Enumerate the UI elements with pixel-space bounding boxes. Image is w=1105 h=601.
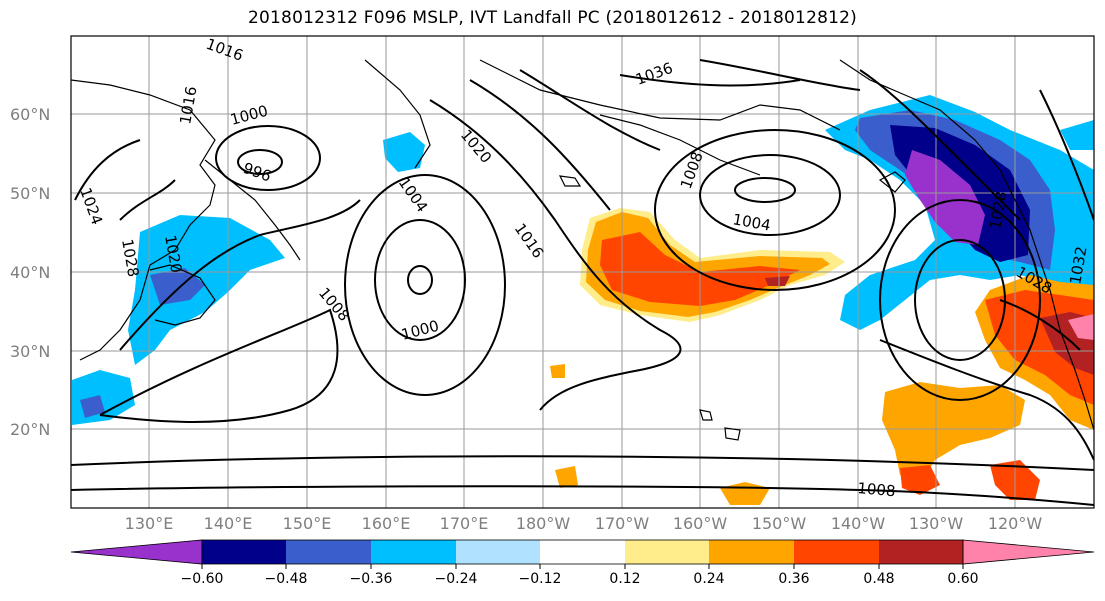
contour-label: 1016	[176, 85, 200, 126]
map-title: 2018012312 F096 MSLP, IVT Landfall PC (2…	[248, 8, 857, 28]
colorbar-cell	[625, 540, 709, 564]
lat-label: 50°N	[10, 184, 51, 203]
colorbar-cell	[540, 540, 625, 564]
colorbar-cell	[794, 540, 879, 564]
ivt-positive-region	[900, 465, 940, 495]
contour-label: 1008	[857, 479, 897, 500]
lon-label: 150°W	[751, 514, 807, 533]
contour-label: 1016	[511, 220, 548, 262]
ivt-positive-region	[555, 466, 578, 488]
ivt-positive-region	[550, 364, 565, 378]
colorbar-cell	[962, 539, 1095, 565]
colorbar-cell	[456, 540, 540, 564]
ivt-negative-region	[1060, 120, 1094, 150]
lon-label: 140°W	[830, 514, 886, 533]
graticule	[71, 36, 1094, 508]
ivt-negative-region	[72, 370, 135, 425]
colorbar-cell	[286, 540, 371, 564]
contour-label: 1000	[228, 102, 270, 129]
contour-label: 1016	[204, 35, 246, 65]
lon-label: 120°W	[987, 514, 1043, 533]
colorbar-tick-label: 0.48	[863, 571, 895, 587]
lat-label: 40°N	[10, 263, 51, 282]
contour-label: 1008	[315, 284, 353, 325]
colorbar-tick-label: −0.48	[264, 571, 308, 587]
colorbar-tick-label: −0.60	[180, 571, 224, 587]
ivt-shading	[72, 95, 1094, 505]
lat-label: 60°N	[10, 105, 51, 124]
contour-label: 1004	[395, 174, 432, 216]
coastlines	[71, 59, 1094, 441]
lon-label: 160°W	[672, 514, 728, 533]
mslp-contours	[71, 59, 1094, 506]
contour-label: 1024	[76, 185, 106, 227]
colorbar-tick-label: 0.12	[609, 571, 641, 587]
contour-label: 996	[241, 159, 274, 186]
lat-label: 20°N	[10, 420, 51, 439]
colorbar-tick-label: 0.36	[778, 571, 810, 587]
lat-label: 30°N	[10, 342, 51, 361]
lon-label: 180°W	[515, 514, 571, 533]
colorbar-tick-label: −0.24	[434, 571, 478, 587]
colorbar-cell	[371, 540, 456, 564]
map-frame	[70, 35, 1095, 509]
ivt-positive-region	[882, 382, 1025, 485]
ivt-negative-region	[905, 150, 985, 245]
colorbar-tick-label: −0.12	[518, 571, 562, 587]
colorbar-tick-label: 0.24	[693, 571, 725, 587]
colorbar-cell	[70, 539, 203, 565]
contour-label: 1020	[457, 126, 495, 167]
ivt-positive-region	[1068, 314, 1094, 340]
ivt-negative-region	[128, 215, 285, 365]
lon-label: 130°E	[124, 514, 174, 533]
lon-label: 170°W	[594, 514, 650, 533]
colorbar	[70, 539, 1095, 569]
colorbar-cell	[202, 540, 286, 564]
lon-label: 130°W	[908, 514, 964, 533]
lon-label: 140°E	[203, 514, 253, 533]
colorbar-tick-label: 0.60	[947, 571, 979, 587]
ivt-positive-region	[765, 276, 790, 286]
ivt-negative-region	[80, 395, 105, 418]
colorbar-cell	[709, 540, 794, 564]
colorbar-frame	[201, 539, 964, 565]
lon-label: 160°E	[361, 514, 411, 533]
lon-label: 150°E	[282, 514, 332, 533]
ivt-negative-region	[383, 132, 425, 172]
lon-label: 170°E	[439, 514, 489, 533]
contour-label: 1036	[633, 59, 675, 89]
colorbar-tick-label: −0.36	[349, 571, 393, 587]
colorbar-cell	[879, 540, 963, 564]
ivt-positive-region	[720, 482, 770, 505]
